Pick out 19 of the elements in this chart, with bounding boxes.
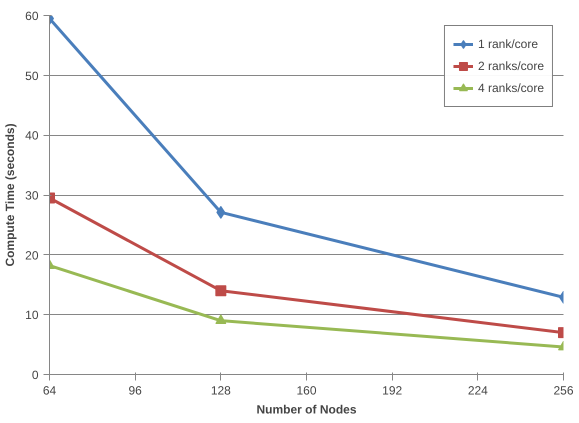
legend-label: 1 rank/core	[478, 37, 538, 51]
x-tick-label: 96	[128, 384, 142, 398]
y-tick-label: 30	[25, 188, 39, 202]
y-tick-label: 40	[25, 128, 39, 143]
legend-label: 2 ranks/core	[478, 59, 544, 73]
legend-label: 4 ranks/core	[478, 81, 544, 95]
x-tick-label: 128	[210, 384, 232, 398]
x-tick-label: 224	[468, 384, 488, 398]
x-tick-label: 256	[553, 384, 574, 398]
y-tick-label: 0	[32, 368, 39, 382]
x-tick-label: 64	[42, 384, 56, 398]
y-tick-label: 20	[25, 248, 39, 262]
x-tick-label: 160	[296, 384, 317, 398]
x-tick-label: 192	[382, 384, 403, 398]
y-tick-label: 50	[25, 68, 39, 83]
y-tick-label: 60	[25, 9, 39, 23]
y-tick-label: 10	[25, 308, 39, 322]
x-axis-title: Number of Nodes	[256, 402, 357, 416]
y-axis-title: Compute Time (seconds)	[3, 123, 18, 267]
